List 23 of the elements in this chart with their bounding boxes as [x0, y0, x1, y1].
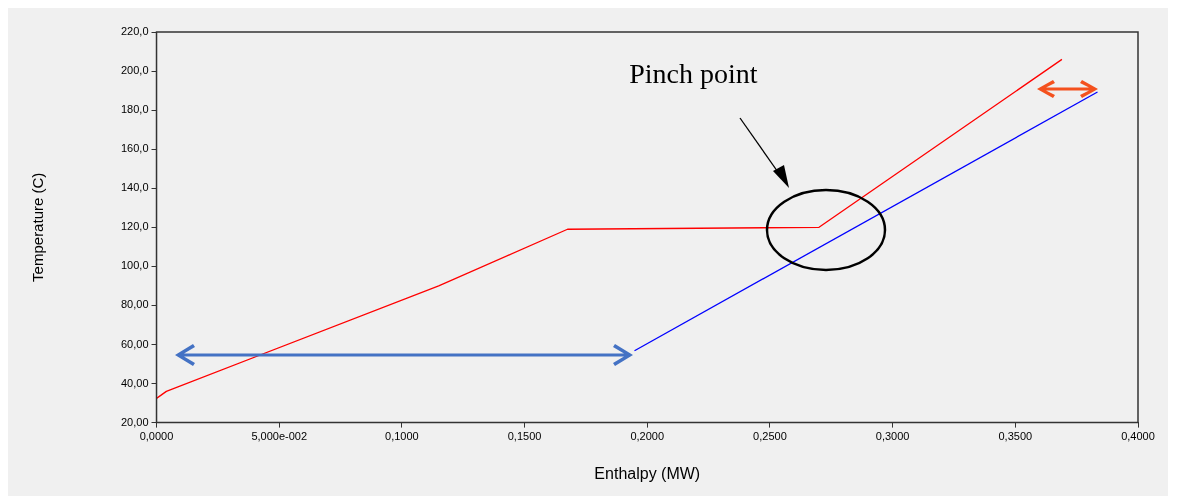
- x-tick-label: 0,4000: [1121, 430, 1155, 443]
- x-tick-label: 0,1000: [385, 430, 419, 443]
- y-tick-label: 220,0: [121, 25, 149, 38]
- x-tick-label: 5,000e-002: [251, 430, 308, 443]
- y-tick-label: 200,0: [121, 64, 149, 77]
- y-tick-label: 140,0: [121, 181, 149, 194]
- x-axis-title: Enthalpy (MW): [594, 464, 701, 482]
- x-tick-label: 0,2000: [630, 430, 665, 443]
- y-axis-title: Temperature (C): [29, 172, 47, 282]
- x-tick-label: 0,2500: [753, 430, 787, 443]
- y-tick-label: 120,0: [121, 220, 149, 233]
- y-tick-label: 160,0: [121, 142, 149, 155]
- y-tick-label: 180,0: [121, 103, 149, 116]
- x-tick-label: 0,3500: [998, 430, 1033, 443]
- y-tick-label: 100,0: [121, 259, 149, 272]
- y-tick-label: 60,00: [121, 337, 149, 350]
- x-tick-label: 0,1500: [507, 430, 542, 443]
- y-tick-label: 40,00: [121, 376, 149, 389]
- y-tick-label: 20,00: [121, 415, 149, 428]
- x-tick-label: 0,3000: [875, 430, 910, 443]
- annotation: Pinch point: [629, 58, 758, 90]
- x-tick-label: 0,0000: [139, 430, 174, 443]
- y-tick-label: 80,00: [121, 298, 149, 311]
